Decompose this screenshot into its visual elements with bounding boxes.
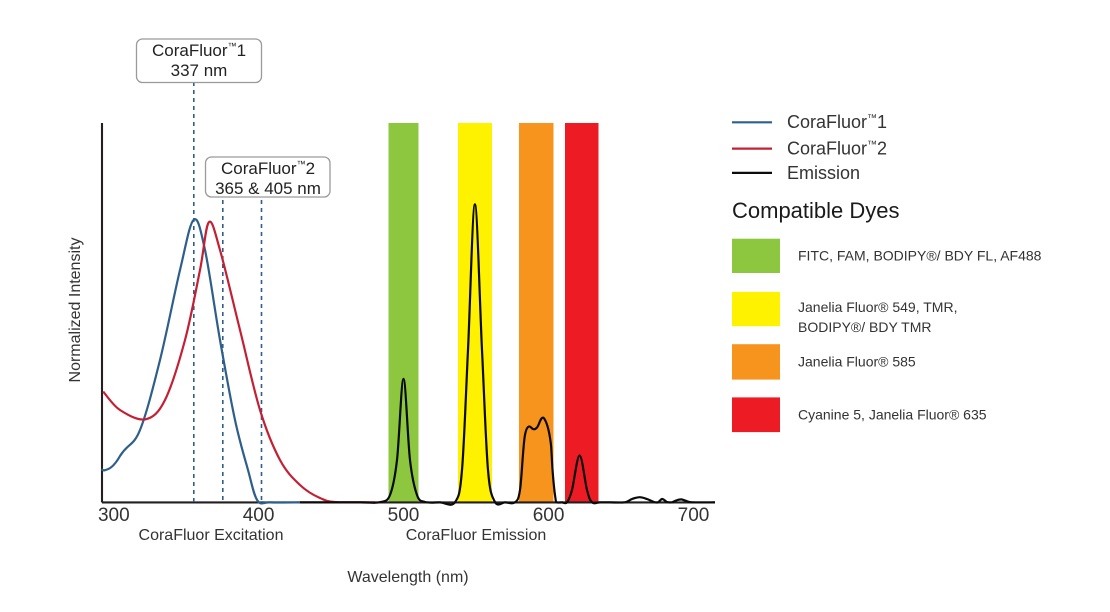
svg-text:Cyanine 5, Janelia Fluor® 635: Cyanine 5, Janelia Fluor® 635	[798, 407, 987, 423]
svg-text:CoraFluor Excitation: CoraFluor Excitation	[139, 527, 284, 544]
svg-text:CoraFluor Emission: CoraFluor Emission	[406, 527, 546, 544]
svg-text:300: 300	[98, 505, 130, 526]
svg-text:Emission: Emission	[787, 163, 860, 183]
svg-text:400: 400	[243, 505, 275, 526]
svg-text:700: 700	[678, 505, 710, 526]
svg-text:BODIPY®/ BDY TMR: BODIPY®/ BDY TMR	[798, 319, 932, 335]
svg-text:500: 500	[388, 505, 420, 526]
svg-text:365 & 405 nm: 365 & 405 nm	[215, 179, 321, 198]
svg-text:Normalized Intensity: Normalized Intensity	[67, 238, 84, 383]
svg-text:Wavelength (nm): Wavelength (nm)	[347, 569, 468, 586]
svg-text:600: 600	[533, 505, 565, 526]
svg-text:337 nm: 337 nm	[171, 61, 228, 80]
svg-text:Janelia Fluor® 585: Janelia Fluor® 585	[798, 354, 916, 370]
svg-text:FITC, FAM, BODIPY®/ BDY FL, AF: FITC, FAM, BODIPY®/ BDY FL, AF488	[798, 248, 1042, 264]
svg-text:Janelia Fluor® 549, TMR,: Janelia Fluor® 549, TMR,	[798, 299, 957, 315]
svg-text:Compatible Dyes: Compatible Dyes	[732, 198, 900, 223]
